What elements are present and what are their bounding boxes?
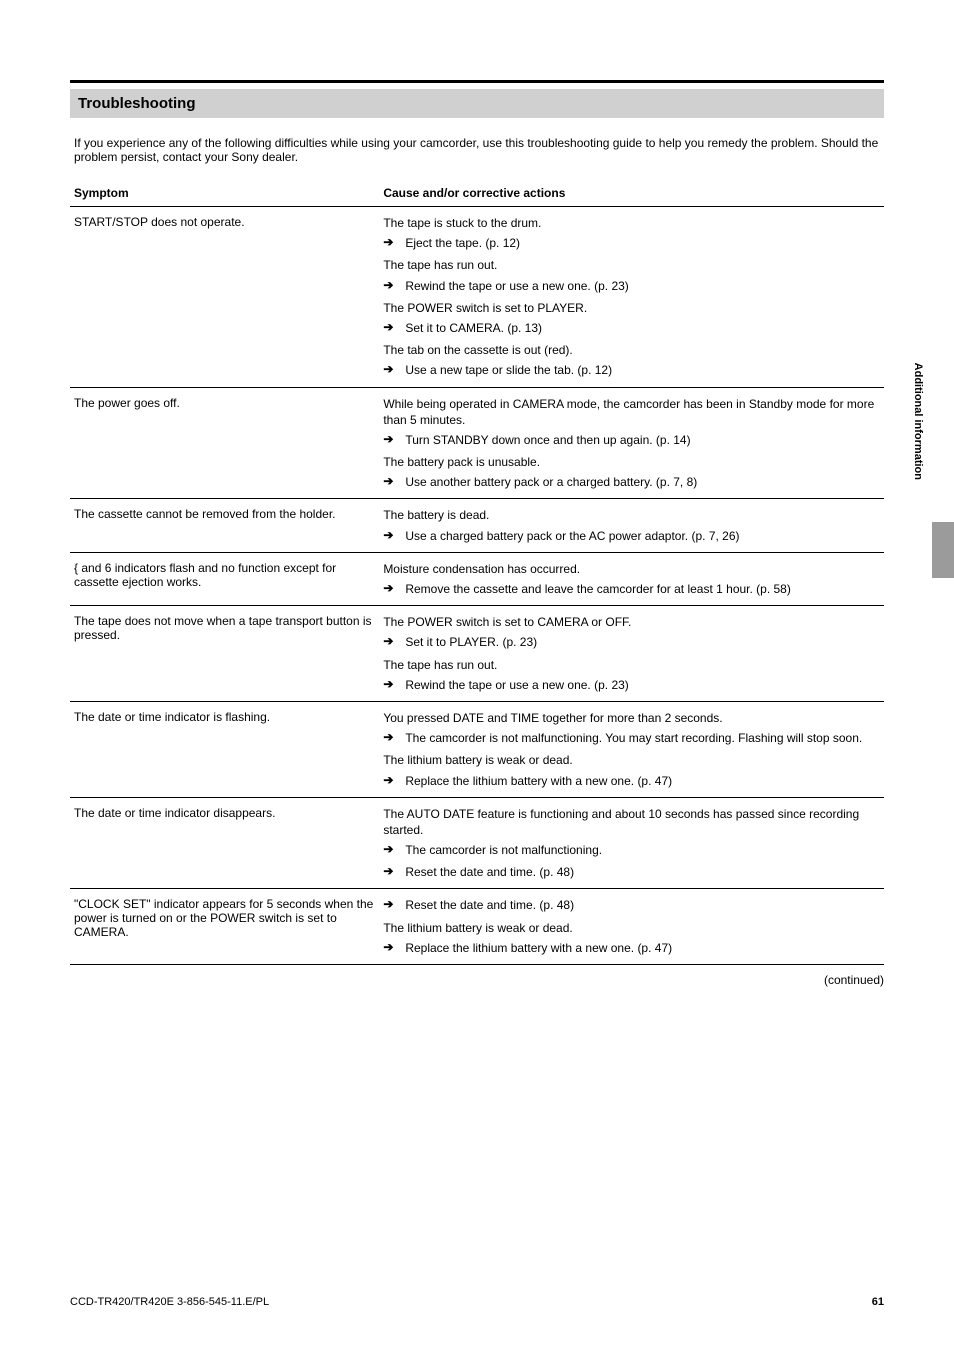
cause-fix: Turn STANDBY down once and then up again… (405, 432, 880, 448)
cause-lead: The AUTO DATE feature is functioning and… (383, 806, 880, 838)
cause-lead: The lithium battery is weak or dead. (383, 752, 880, 768)
cause-cell: The POWER switch is set to CAMERA or OFF… (379, 606, 884, 702)
arrow-icon: ➔ (383, 362, 397, 376)
symptom-cell: The date or time indicator disappears. (70, 797, 379, 889)
symptom-cell: The tape does not move when a tape trans… (70, 606, 379, 702)
troubleshoot-table: Symptom Cause and/or corrective actions … (70, 180, 884, 965)
top-rule (70, 80, 884, 83)
table-row: The date or time indicator disappears.Th… (70, 797, 884, 889)
cause-lead: Moisture condensation has occurred. (383, 561, 880, 577)
cause-fix: Use a new tape or slide the tab. (p. 12) (405, 362, 880, 378)
symptom-cell: The cassette cannot be removed from the … (70, 499, 379, 552)
col-symptom: Symptom (70, 180, 379, 207)
cause-lead: The tape has run out. (383, 257, 880, 273)
arrow-icon: ➔ (383, 528, 397, 542)
table-row: The tape does not move when a tape trans… (70, 606, 884, 702)
cause-lead: While being operated in CAMERA mode, the… (383, 396, 880, 428)
cause-fix: Reset the date and time. (p. 48) (405, 864, 880, 880)
side-tab (932, 522, 954, 578)
cause-cell: Moisture condensation has occurred. ➔ Remo… (379, 552, 884, 605)
col-cause: Cause and/or corrective actions (379, 180, 884, 207)
cause-fix: Replace the lithium battery with a new o… (405, 773, 880, 789)
table-row: The cassette cannot be removed from the … (70, 499, 884, 552)
cause-lead: The POWER switch is set to CAMERA or OFF… (383, 614, 880, 630)
arrow-icon: ➔ (383, 940, 397, 954)
symptom-cell: START/STOP does not operate. (70, 207, 379, 388)
table-row: The date or time indicator is flashing.Y… (70, 701, 884, 797)
intro-text: If you experience any of the following d… (70, 136, 884, 164)
symptom-cell: The date or time indicator is flashing. (70, 701, 379, 797)
cause-cell: ➔ Reset the date and time. (p. 48) The lit… (379, 889, 884, 965)
symptom-cell: "CLOCK SET" indicator appears for 5 seco… (70, 889, 379, 965)
symptom-cell: The power goes off. (70, 387, 379, 499)
arrow-icon: ➔ (383, 432, 397, 446)
cause-fix: Replace the lithium battery with a new o… (405, 940, 880, 956)
cause-fix: The camcorder is not malfunctioning. (405, 842, 880, 858)
cause-cell: The tape is stuck to the drum. ➔ Eject the… (379, 207, 884, 388)
section-title: Troubleshooting (70, 89, 884, 118)
table-row: START/STOP does not operate.The tape is … (70, 207, 884, 388)
cause-fix: Rewind the tape or use a new one. (p. 23… (405, 278, 880, 294)
table-row: "CLOCK SET" indicator appears for 5 seco… (70, 889, 884, 965)
arrow-icon: ➔ (383, 773, 397, 787)
cause-lead: The tab on the cassette is out (red). (383, 342, 880, 358)
cause-cell: You pressed DATE and TIME together for m… (379, 701, 884, 797)
arrow-icon: ➔ (383, 677, 397, 691)
cause-fix: Eject the tape. (p. 12) (405, 235, 880, 251)
arrow-icon: ➔ (383, 474, 397, 488)
cause-cell: While being operated in CAMERA mode, the… (379, 387, 884, 499)
cause-cell: The AUTO DATE feature is functioning and… (379, 797, 884, 889)
arrow-icon: ➔ (383, 897, 397, 911)
footer-doc-id: CCD-TR420/TR420E 3-856-545-11.E/PL (70, 1296, 269, 1308)
cause-fix: Set it to CAMERA. (p. 13) (405, 320, 880, 336)
cause-lead: The battery is dead. (383, 507, 880, 523)
page-footer: CCD-TR420/TR420E 3-856-545-11.E/PL 61 (70, 1296, 884, 1308)
cause-fix: Reset the date and time. (p. 48) (405, 897, 880, 913)
cause-cell: The battery is dead. ➔ Use a charged batte… (379, 499, 884, 552)
cause-fix: Rewind the tape or use a new one. (p. 23… (405, 677, 880, 693)
arrow-icon: ➔ (383, 842, 397, 856)
cause-lead: The battery pack is unusable. (383, 454, 880, 470)
arrow-icon: ➔ (383, 320, 397, 334)
cause-lead: The POWER switch is set to PLAYER. (383, 300, 880, 316)
arrow-icon: ➔ (383, 278, 397, 292)
arrow-icon: ➔ (383, 634, 397, 648)
arrow-icon: ➔ (383, 235, 397, 249)
cause-fix: Use another battery pack or a charged ba… (405, 474, 880, 490)
arrow-icon: ➔ (383, 864, 397, 878)
cause-fix: The camcorder is not malfunctioning. You… (405, 730, 880, 746)
cause-lead: The tape is stuck to the drum. (383, 215, 880, 231)
side-label: Additional information (912, 480, 924, 498)
table-row: The power goes off.While being operated … (70, 387, 884, 499)
arrow-icon: ➔ (383, 730, 397, 744)
arrow-icon: ➔ (383, 581, 397, 595)
table-row: { and 6 indicators flash and no function… (70, 552, 884, 605)
cause-lead: You pressed DATE and TIME together for m… (383, 710, 880, 726)
cause-fix: Set it to PLAYER. (p. 23) (405, 634, 880, 650)
continued-label: (continued) (70, 973, 884, 987)
symptom-cell: { and 6 indicators flash and no function… (70, 552, 379, 605)
page-number: 61 (872, 1296, 884, 1308)
cause-fix: Use a charged battery pack or the AC pow… (405, 528, 880, 544)
cause-lead: The lithium battery is weak or dead. (383, 920, 880, 936)
cause-fix: Remove the cassette and leave the camcor… (405, 581, 880, 597)
cause-lead: The tape has run out. (383, 657, 880, 673)
